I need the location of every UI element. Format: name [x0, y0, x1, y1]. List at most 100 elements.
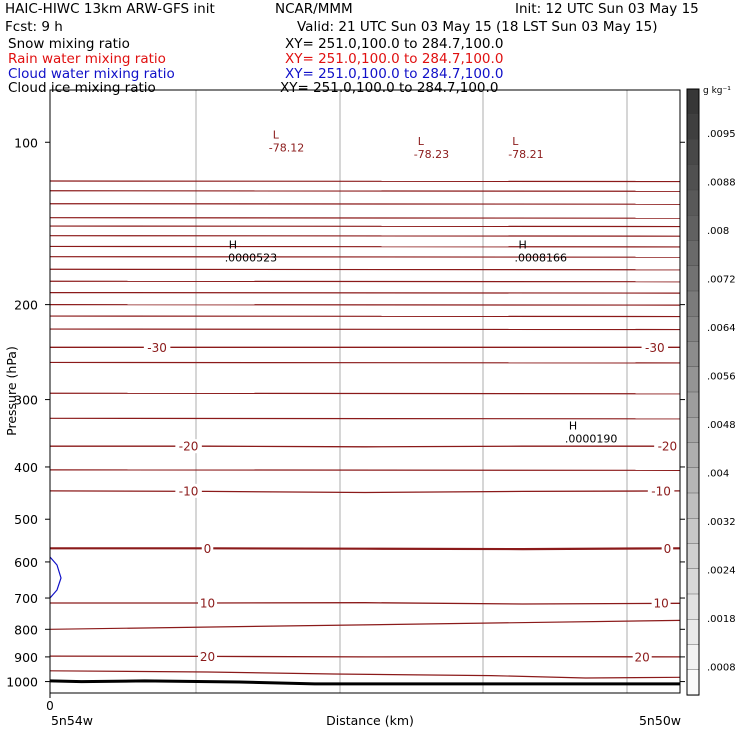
colorbar-unit: g kg⁻¹ — [703, 86, 731, 96]
valid-time: Valid: 21 UTC Sun 03 May 15 (18 LST Sun … — [297, 19, 658, 35]
colorbar-label: .0024 — [707, 566, 736, 577]
contour-label-bg — [632, 649, 652, 664]
extrema-marker: L — [512, 135, 519, 148]
contour-label-bg — [198, 649, 217, 664]
isotherm-line — [49, 670, 681, 679]
isotherm-line — [49, 190, 681, 192]
y-tick-label: 500 — [14, 512, 38, 527]
colorbar-label: .0056 — [707, 372, 736, 383]
extrema-marker: H — [519, 238, 527, 251]
temperature-contour — [50, 602, 681, 605]
extrema-value: -78.12 — [269, 141, 304, 154]
y-tick-label: 300 — [14, 393, 38, 408]
colorbar-label: .008 — [707, 226, 729, 237]
field-name-rain: Rain water mixing ratio — [8, 51, 166, 67]
contour-label: 10 — [653, 596, 668, 610]
y-tick-label: 600 — [14, 555, 38, 570]
init-time: Init: 12 UTC Sun 03 May 15 — [515, 1, 699, 17]
extrema-value: .0000523 — [225, 251, 278, 264]
colorbar-label: .0048 — [707, 420, 736, 431]
plot-title: HAIC-HIWC 13km ARW-GFS init — [5, 1, 215, 17]
colorbar-segment — [686, 593, 700, 620]
contour-label: 0 — [204, 542, 212, 556]
isotherm-line — [49, 225, 681, 228]
isotherm-line — [49, 280, 681, 283]
colorbar-segment — [686, 391, 700, 418]
field-name-snow: Snow mixing ratio — [8, 36, 130, 52]
colorbar-segment — [686, 442, 700, 469]
extrema-value: .0008166 — [515, 251, 568, 264]
extrema-marker: L — [273, 128, 280, 141]
temperature-contour — [49, 490, 681, 494]
contour-label-bg — [641, 340, 669, 355]
colorbar-frame — [686, 88, 700, 696]
isotherm-line — [49, 619, 681, 630]
contour-label-bg — [143, 340, 171, 355]
cloud-water-contour — [49, 556, 62, 599]
isotherm-line — [49, 361, 681, 364]
colorbar-segment — [686, 518, 700, 545]
contour-label-bg — [647, 483, 675, 498]
forecast-hour: Fcst: 9 h — [5, 19, 63, 35]
contour-label-bg — [654, 439, 681, 454]
isotherm-line — [49, 256, 681, 258]
colorbar-label: .0088 — [707, 178, 736, 189]
colorbar-segment — [686, 467, 700, 494]
isotherm-line — [49, 417, 681, 420]
extrema-value: -78.23 — [414, 148, 449, 161]
colorbar-segment — [686, 215, 700, 242]
field-xy-cloud-ice: XY= 251.0,100.0 to 284.7,100.0 — [280, 80, 499, 96]
isotherm-line — [49, 217, 681, 219]
colorbar-label: .0008 — [707, 663, 736, 674]
isotherm-line — [49, 268, 681, 271]
contour-label: -20 — [179, 440, 199, 454]
isotherm-line — [49, 304, 681, 306]
colorbar-segment — [686, 341, 700, 368]
isotherm-line — [49, 315, 681, 318]
field-xy-snow: XY= 251.0,100.0 to 284.7,100.0 — [285, 36, 504, 52]
isotherm-line — [49, 291, 681, 294]
x-end-label: 5n50w — [639, 713, 681, 728]
colorbar-segment — [686, 492, 700, 519]
x-tick-label: 0 — [46, 699, 54, 713]
colorbar-segment — [686, 189, 700, 216]
colorbar-segment — [686, 568, 700, 595]
y-tick-label: 900 — [14, 650, 38, 665]
contour-label-bg — [201, 541, 214, 556]
colorbar-label: .0095 — [707, 129, 736, 140]
contour-label: -10 — [179, 484, 199, 498]
colorbar-segment — [686, 240, 700, 267]
colorbar-segment — [686, 139, 700, 166]
contour-label: -30 — [645, 341, 665, 355]
colorbar-segment — [686, 88, 700, 115]
extrema-value: -78.21 — [508, 148, 543, 161]
x-axis-title: Distance (km) — [326, 713, 414, 728]
colorbar-segment — [686, 316, 700, 343]
y-tick-label: 800 — [14, 622, 38, 637]
extrema-value: .0000190 — [565, 433, 618, 446]
y-tick-label: 700 — [14, 591, 38, 606]
extrema-marker: L — [418, 135, 425, 148]
extrema-marker: H — [229, 238, 237, 251]
colorbar-segment — [686, 265, 700, 292]
isotherm-line — [49, 203, 681, 205]
field-name-cloud-ice: Cloud ice mixing ratio — [8, 80, 156, 96]
isotherm-line — [49, 180, 681, 183]
colorbar-segment — [686, 366, 700, 393]
colorbar-segment — [686, 669, 700, 696]
contour-label: 20 — [635, 650, 650, 664]
isotherm-line — [49, 469, 681, 471]
colorbar-label: .0018 — [707, 614, 736, 625]
field-xy-cloud-water: XY= 251.0,100.0 to 284.7,100.0 — [285, 66, 504, 82]
contour-label-bg — [175, 439, 202, 454]
y-tick-label: 100 — [14, 135, 38, 150]
contour-label: -30 — [147, 341, 167, 355]
y-tick-label: 400 — [14, 460, 38, 475]
colorbar-segment — [686, 114, 700, 141]
temperature-contour — [49, 655, 681, 658]
temperature-contour — [50, 445, 680, 448]
colorbar-segment — [686, 417, 700, 444]
extrema-marker: H — [569, 420, 577, 433]
contour-label: -20 — [658, 440, 678, 454]
